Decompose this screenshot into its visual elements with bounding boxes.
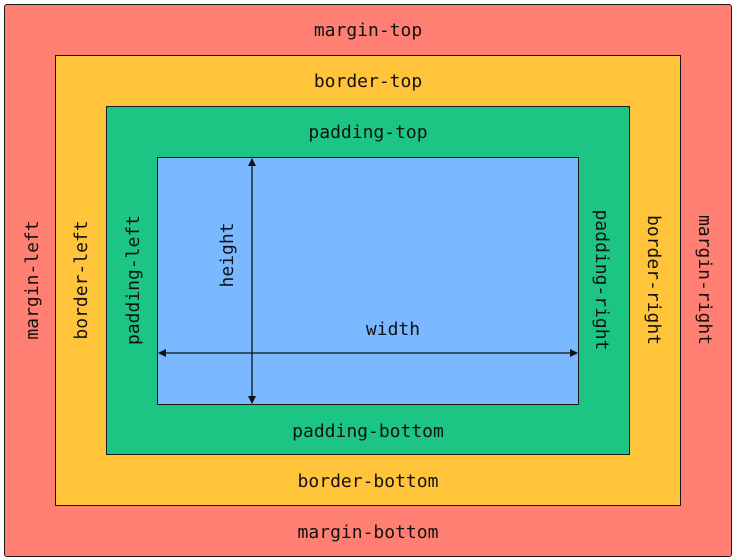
width-label: width — [365, 319, 421, 340]
border-bottom-label: border-bottom — [297, 471, 439, 492]
margin-top-label: margin-top — [313, 20, 423, 41]
margin-left-label: margin-left — [22, 220, 43, 340]
padding-bottom-label: padding-bottom — [292, 421, 444, 442]
padding-left-label: padding-left — [123, 214, 144, 346]
margin-bottom-label: margin-bottom — [297, 522, 439, 543]
border-right-label: border-right — [643, 214, 664, 346]
margin-right-label: margin-right — [694, 214, 715, 346]
height-label: height — [217, 222, 238, 288]
padding-right-label: padding-right — [591, 209, 612, 351]
padding-top-label: padding-top — [308, 122, 428, 143]
border-left-label: border-left — [71, 220, 92, 340]
border-top-label: border-top — [313, 71, 423, 92]
content-area — [157, 157, 579, 405]
